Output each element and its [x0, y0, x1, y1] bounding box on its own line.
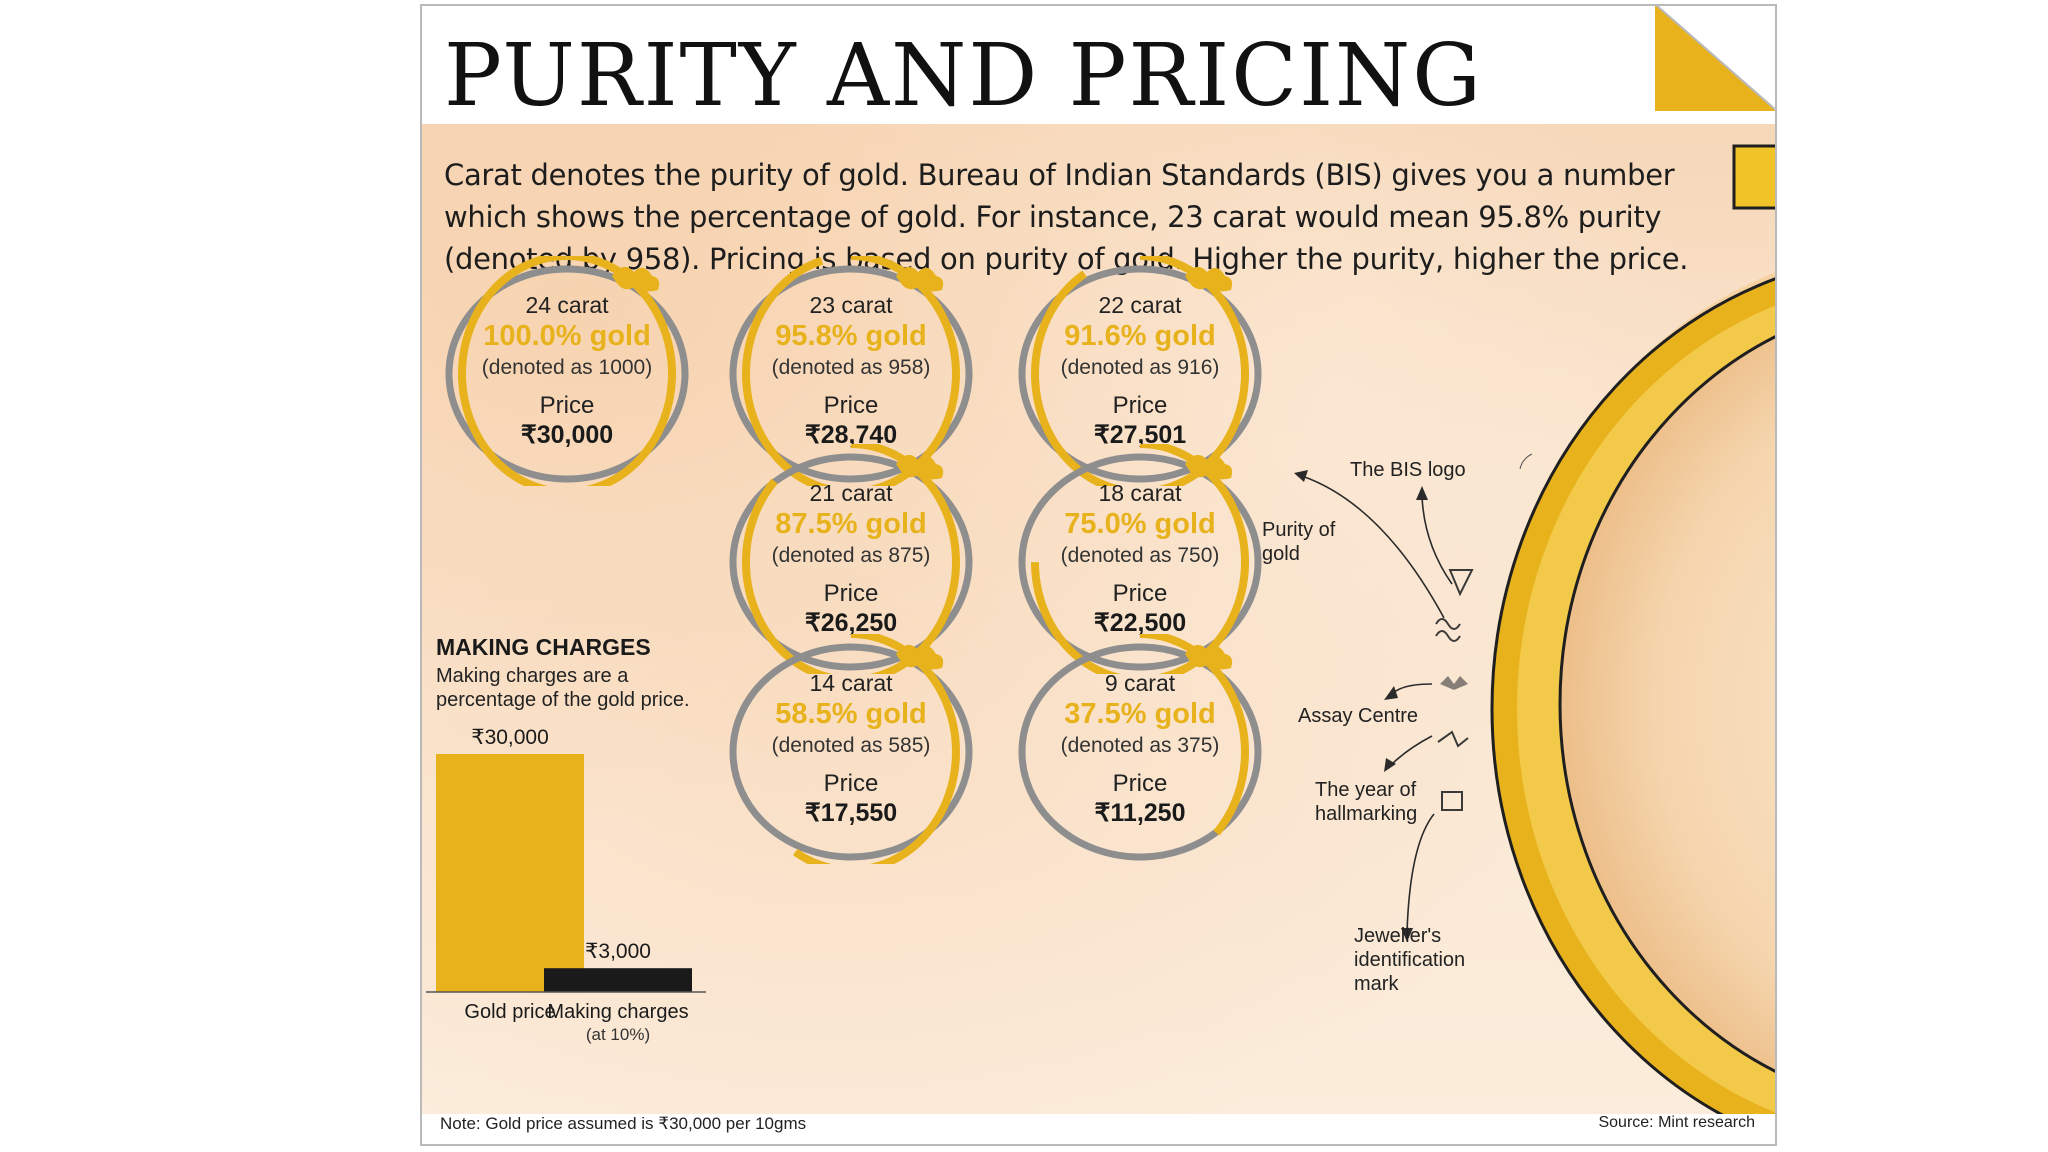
purity-ring-fill [1031, 444, 1249, 674]
infographic-card: PURITY AND PRICING Carat denotes the pur… [420, 4, 1777, 1146]
gold-flourish [896, 454, 944, 480]
page-title: PURITY AND PRICING [444, 26, 1483, 126]
purity-ring-fill [742, 444, 960, 674]
bis-logo-mark [1448, 569, 1474, 597]
gold-flourish [1185, 454, 1233, 480]
bar-value-label: ₹3,000 [585, 940, 651, 963]
purity-denoted: (denoted as 1000) [481, 356, 653, 379]
purity-percent: 75.0% gold [1064, 508, 1216, 540]
purity-denoted: (denoted as 750) [1060, 544, 1220, 567]
price-label: Price [823, 392, 879, 419]
callout-jeweller-mark: Jeweller's identification mark [1354, 925, 1466, 995]
callout-assay-centre: Assay Centre [1298, 705, 1419, 727]
purity-circle: 24 carat 100.0% gold (denoted as 1000) Pric… [442, 256, 692, 486]
purity-ring-fill [1031, 634, 1249, 864]
purity-percent: 37.5% gold [1064, 698, 1216, 730]
purity-ring-track [729, 265, 973, 483]
bar-category-note: (at 10%) [586, 1025, 650, 1044]
callout-purity: Purity of gold [1262, 519, 1336, 565]
purity-ring-track [445, 265, 689, 483]
purity-carat: 24 carat [525, 292, 609, 318]
bar-category-label: Gold price [464, 1001, 555, 1023]
bar-value-label: ₹30,000 [471, 726, 549, 749]
purity-percent: 58.5% gold [775, 698, 927, 730]
purity-carat: 18 carat [1098, 480, 1182, 506]
source-credit: Source: Mint research [1598, 1114, 1755, 1131]
intro-text: Carat denotes the purity of gold. Bureau… [444, 158, 1689, 276]
price-value: ₹11,250 [1094, 799, 1186, 827]
purity-ring-fill [742, 634, 960, 864]
purity-percent: 91.6% gold [1064, 320, 1216, 352]
purity-carat: 21 carat [809, 480, 893, 506]
purity-text: 18 carat 75.0% gold (denoted as 750) Price ₹… [1015, 444, 1265, 674]
content-panel: Carat denotes the purity of gold. Bureau… [422, 124, 1775, 1114]
making-charges-description: Making charges are a percentage of the g… [436, 665, 690, 711]
purity-denoted: (denoted as 375) [1060, 734, 1220, 757]
price-label: Price [1112, 770, 1168, 797]
price-label: Price [823, 580, 879, 607]
bar-1 [544, 968, 692, 992]
purity-percent: 100.0% gold [483, 320, 651, 352]
callout-year: The year of hallmarking [1315, 779, 1418, 825]
purity-carat: 23 carat [809, 292, 893, 318]
purity-circle: 14 carat 58.5% gold (denoted as 585) Price ₹… [726, 634, 976, 864]
purity-ring-track [729, 643, 973, 861]
gold-bangle-illustration [1294, 144, 1775, 1114]
purity-carat: 14 carat [809, 670, 893, 696]
footnote: Note: Gold price assumed is ₹30,000 per … [440, 1114, 807, 1133]
purity-percent: 95.8% gold [775, 320, 927, 352]
purity-ring-track [1018, 453, 1262, 671]
purity-denoted: (denoted as 916) [1060, 356, 1220, 379]
gold-flourish [896, 644, 944, 670]
purity-text: 21 carat 87.5% gold (denoted as 875) Price ₹… [726, 444, 976, 674]
purity-ring-fill [1031, 256, 1249, 486]
purity-ring-fill [458, 256, 676, 486]
purity-ring-track [729, 453, 973, 671]
gold-flourish [1185, 266, 1233, 292]
page-fold-corner [1655, 6, 1775, 111]
purity-text: 24 carat 100.0% gold (denoted as 1000) Pric… [442, 256, 692, 486]
purity-text: 14 carat 58.5% gold (denoted as 585) Price ₹… [726, 634, 976, 864]
purity-denoted: (denoted as 958) [771, 356, 931, 379]
purity-denoted: (denoted as 585) [771, 734, 931, 757]
price-label: Price [1112, 580, 1168, 607]
purity-circle: 9 carat 37.5% gold (denoted as 375) Price ₹1… [1015, 634, 1265, 864]
purity-ring-track [1018, 643, 1262, 861]
bar-0 [436, 754, 584, 992]
price-label: Price [823, 770, 879, 797]
gold-flourish [612, 266, 660, 292]
making-charges-title: MAKING CHARGES [436, 634, 651, 660]
price-value: ₹26,250 [804, 609, 898, 637]
purity-carat: 22 carat [1098, 292, 1182, 318]
price-value: ₹17,550 [804, 799, 898, 827]
purity-ring-fill [742, 256, 960, 486]
purity-percent: 87.5% gold [775, 508, 927, 540]
price-value: ₹22,500 [1093, 609, 1187, 637]
making-charges-chart: ₹30,000 Gold price ₹3,000 Making charges (at… [426, 726, 706, 1044]
purity-circle: 18 carat 75.0% gold (denoted as 750) Price ₹… [1015, 444, 1265, 674]
purity-circle: 21 carat 87.5% gold (denoted as 875) Price ₹… [726, 444, 976, 674]
purity-denoted: (denoted as 875) [771, 544, 931, 567]
gold-flourish [896, 266, 944, 292]
bar-category-label: Making charges [547, 1001, 688, 1023]
purity-text: 9 carat 37.5% gold (denoted as 375) Price ₹1… [1015, 634, 1265, 864]
gold-flourish [1185, 644, 1233, 670]
price-label: Price [539, 392, 595, 419]
purity-ring-track [1018, 265, 1262, 483]
purity-carat: 9 carat [1104, 670, 1176, 696]
price-label: Price [1112, 392, 1168, 419]
callout-bis-logo: The BIS logo [1350, 459, 1466, 481]
price-value: ₹30,000 [520, 421, 614, 449]
